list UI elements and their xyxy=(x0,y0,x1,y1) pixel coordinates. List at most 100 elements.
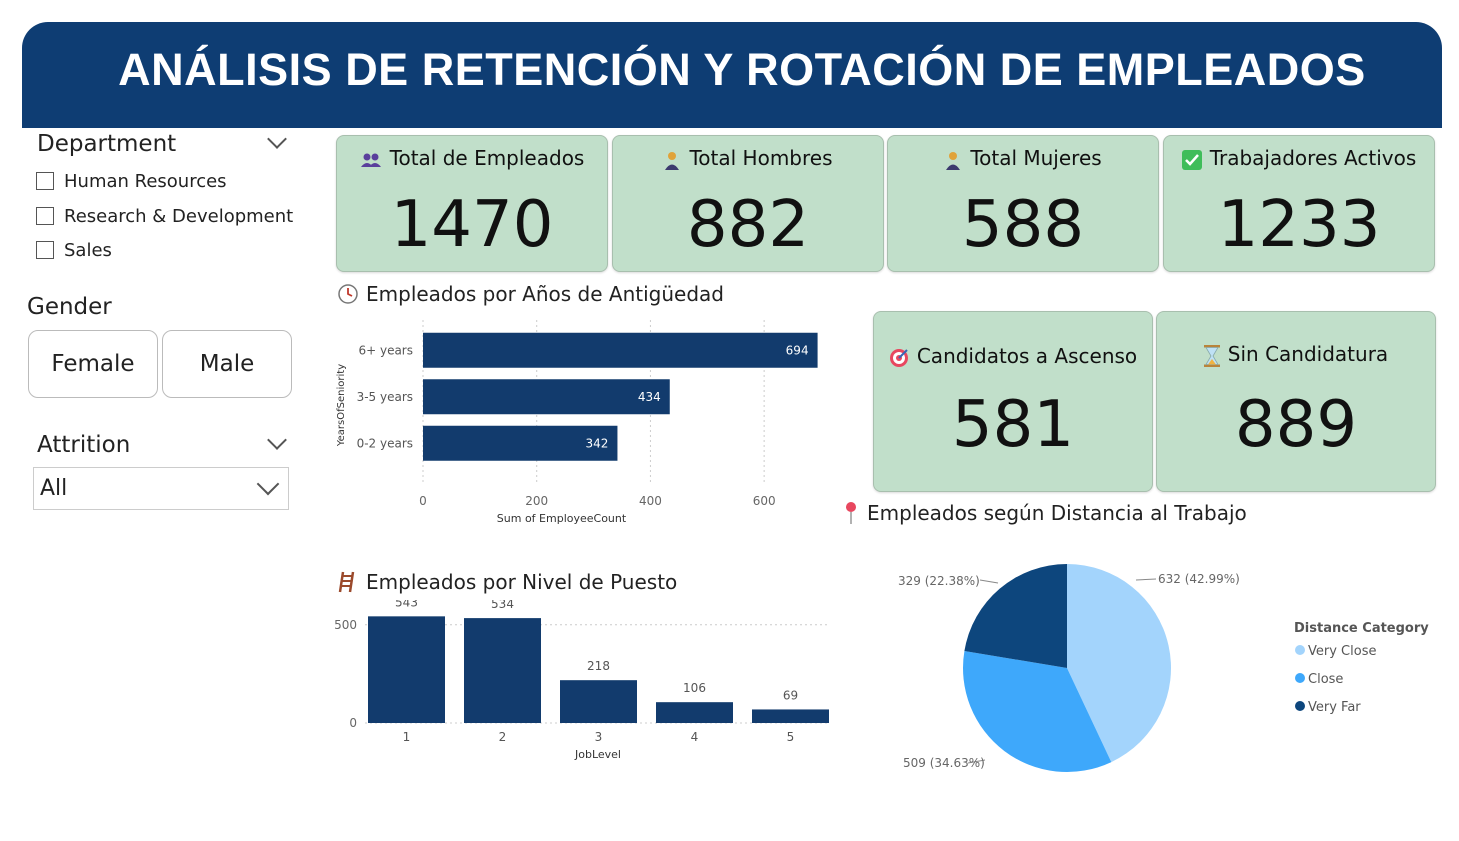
bar xyxy=(423,333,818,368)
kpi-label: Sin Candidatura xyxy=(1228,342,1388,366)
x-tick-label: 600 xyxy=(753,494,776,508)
attrition-dropdown[interactable]: All xyxy=(33,467,289,510)
page-title: ANÁLISIS DE RETENCIÓN Y ROTACIÓN DE EMPL… xyxy=(22,44,1442,96)
department-option-label: Research & Development xyxy=(64,206,293,227)
department-slicer-title: Department xyxy=(37,131,176,157)
chevron-down-icon[interactable] xyxy=(267,129,287,149)
department-option-hr[interactable]: Human Resources xyxy=(36,169,227,193)
check-icon xyxy=(1182,150,1202,170)
legend-label: Very Far xyxy=(1308,700,1361,715)
chevron-down-icon xyxy=(257,473,280,496)
legend-marker xyxy=(1295,701,1305,711)
department-option-label: Sales xyxy=(64,240,112,261)
chevron-down-icon[interactable] xyxy=(267,430,287,450)
kpi-card-total-empleados: Total de Empleados 1470 xyxy=(336,135,608,272)
kpi-card-trabajadores-activos: Trabajadores Activos 1233 xyxy=(1163,135,1435,272)
checkbox[interactable] xyxy=(36,207,54,225)
bar-value-label: 106 xyxy=(683,681,706,695)
bar xyxy=(368,616,445,723)
kpi-card-sin-candidatura: Sin Candidatura 889 xyxy=(1156,311,1436,492)
joblevel-bar-chart: 0 500 543 1 534 2 218 3 106 4 69 5 JobLevel xyxy=(330,600,840,770)
pin-icon xyxy=(843,501,859,525)
bar xyxy=(464,618,541,723)
bar-value-label: 434 xyxy=(638,390,661,404)
x-tick-label: 1 xyxy=(403,730,411,744)
x-tick-label: 3 xyxy=(595,730,603,744)
target-icon xyxy=(889,348,909,368)
section-title-text: Empleados por Nivel de Puesto xyxy=(366,570,677,594)
checkbox[interactable] xyxy=(36,241,54,259)
attrition-selected-value: All xyxy=(40,476,67,501)
leader-line xyxy=(980,580,998,583)
leader-line xyxy=(1136,579,1156,580)
header-banner: ANÁLISIS DE RETENCIÓN Y ROTACIÓN DE EMPL… xyxy=(22,22,1442,128)
kpi-label: Total de Empleados xyxy=(390,146,585,170)
kpi-value: 889 xyxy=(1157,388,1435,462)
checkbox[interactable] xyxy=(36,172,54,190)
department-option-label: Human Resources xyxy=(64,171,227,192)
gender-female-button[interactable]: Female xyxy=(28,330,158,398)
gender-male-button[interactable]: Male xyxy=(162,330,292,398)
legend-label: Close xyxy=(1308,672,1343,687)
people-icon xyxy=(360,152,382,168)
department-option-sales[interactable]: Sales xyxy=(36,238,112,262)
bar-value-label: 342 xyxy=(586,436,609,450)
y-tick-label: 6+ years xyxy=(358,343,413,357)
clock-icon xyxy=(338,284,358,304)
bar-value-label: 534 xyxy=(491,600,514,611)
section-title-nivel: Empleados por Nivel de Puesto xyxy=(338,570,677,594)
hourglass-icon xyxy=(1204,345,1220,367)
department-option-rd[interactable]: Research & Development xyxy=(36,204,293,228)
kpi-card-total-mujeres: Total Mujeres 588 xyxy=(887,135,1159,272)
pie-data-label: 329 (22.38%) xyxy=(898,574,980,588)
bar-value-label: 69 xyxy=(783,688,798,702)
gender-slicer-title: Gender xyxy=(27,294,112,320)
kpi-card-candidatos-ascenso: Candidatos a Ascenso 581 xyxy=(873,311,1153,492)
x-tick-label: 400 xyxy=(639,494,662,508)
x-tick-label: 5 xyxy=(787,730,795,744)
y-tick-label: 3-5 years xyxy=(357,390,413,404)
kpi-value: 581 xyxy=(874,388,1152,462)
kpi-label: Total Mujeres xyxy=(970,146,1101,170)
y-tick-label: 0-2 years xyxy=(357,436,413,450)
x-axis-title: Sum of EmployeeCount xyxy=(497,512,627,525)
legend-marker xyxy=(1295,645,1305,655)
bar xyxy=(656,702,733,723)
seniority-bar-chart: 0 200 400 600 694 6+ years 434 3-5 years 342 0-2 … xyxy=(330,312,840,532)
bar xyxy=(560,680,637,723)
section-title-antiguedad: Empleados por Años de Antigüedad xyxy=(338,282,724,306)
kpi-label: Trabajadores Activos xyxy=(1210,146,1417,170)
x-tick-label: 200 xyxy=(525,494,548,508)
section-title-text: Empleados según Distancia al Trabajo xyxy=(867,501,1247,525)
kpi-card-total-hombres: Total Hombres 882 xyxy=(612,135,884,272)
x-tick-label: 0 xyxy=(419,494,427,508)
kpi-label: Candidatos a Ascenso xyxy=(917,344,1137,368)
legend-title: Distance Category xyxy=(1294,621,1429,636)
bar-value-label: 218 xyxy=(587,659,610,673)
bar xyxy=(423,379,670,414)
kpi-value: 1233 xyxy=(1164,188,1434,262)
x-tick-label: 4 xyxy=(691,730,699,744)
distance-pie-chart: 632 (42.99%) 509 (34.63%) 329 (22.38%) Dist… xyxy=(880,545,1440,785)
kpi-value: 882 xyxy=(613,188,883,262)
legend-label: Very Close xyxy=(1308,644,1376,659)
y-tick-label: 500 xyxy=(334,618,357,632)
x-axis-title: JobLevel xyxy=(574,748,621,761)
section-title-distancia: Empleados según Distancia al Trabajo xyxy=(843,501,1247,525)
man-icon xyxy=(663,150,681,170)
kpi-label: Total Hombres xyxy=(689,146,832,170)
bar-value-label: 543 xyxy=(395,600,418,609)
kpi-value: 588 xyxy=(888,188,1158,262)
y-axis-title: YearsOfSeniority xyxy=(336,364,347,447)
x-tick-label: 2 xyxy=(499,730,507,744)
kpi-value: 1470 xyxy=(337,188,607,262)
attrition-slicer-title: Attrition xyxy=(37,432,130,458)
legend-marker xyxy=(1295,673,1305,683)
woman-icon xyxy=(944,150,962,170)
bar xyxy=(752,709,829,723)
ladder-icon xyxy=(338,571,358,593)
y-tick-label: 0 xyxy=(349,716,357,730)
pie-data-label: 509 (34.63%) xyxy=(903,756,985,770)
section-title-text: Empleados por Años de Antigüedad xyxy=(366,282,724,306)
pie-data-label: 632 (42.99%) xyxy=(1158,572,1240,586)
